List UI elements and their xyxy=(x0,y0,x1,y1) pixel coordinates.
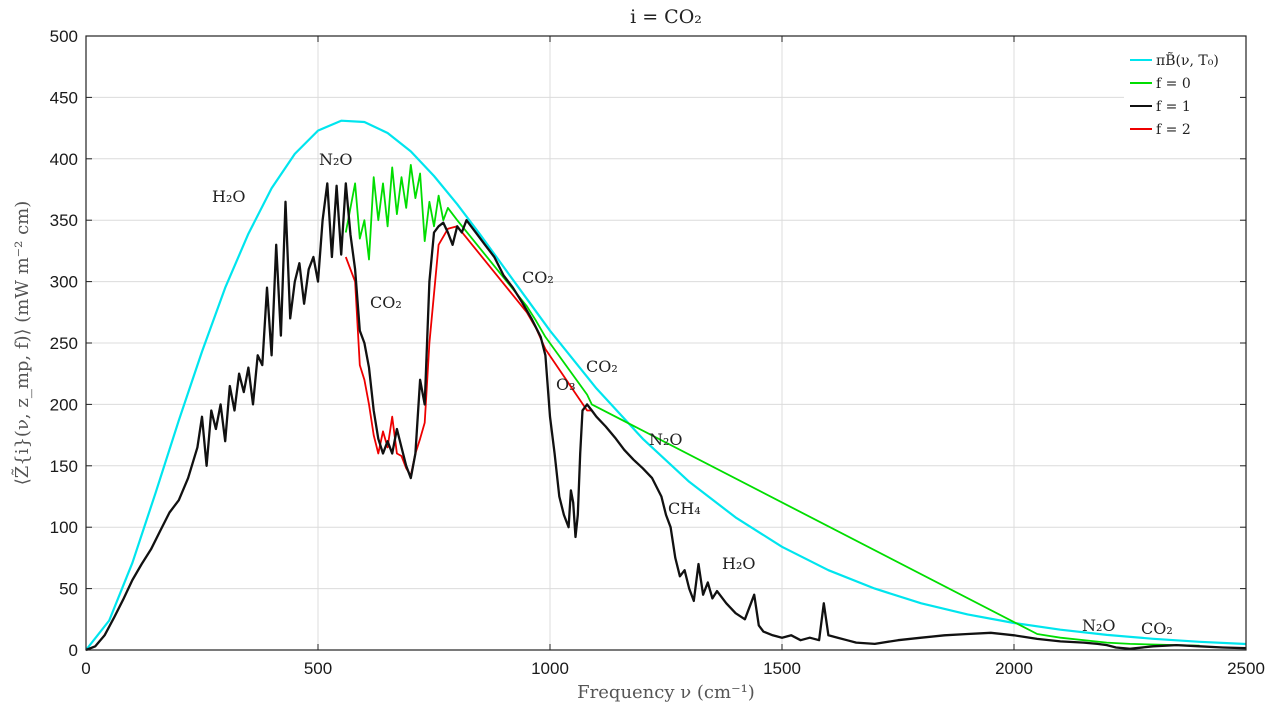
y-tick-label: 200 xyxy=(50,395,78,414)
series-layer xyxy=(85,119,1247,652)
x-tick-label: 2000 xyxy=(995,659,1033,678)
annotation-n2o-1: N₂O xyxy=(319,150,353,169)
series-line-1 xyxy=(344,164,1200,647)
y-tick-label: 50 xyxy=(59,580,78,599)
legend-label-0: πB̃(ν, T₀) xyxy=(1156,51,1219,69)
grid xyxy=(85,35,1247,651)
legend-label-2: f = 1 xyxy=(1156,99,1191,115)
chart-title: i = CO₂ xyxy=(630,6,702,28)
y-tick-label: 150 xyxy=(50,457,78,476)
y-tick-label: 300 xyxy=(50,273,78,292)
y-tick-label: 250 xyxy=(50,334,78,353)
legend: πB̃(ν, T₀) f = 0 f = 1 f = 2 xyxy=(1124,44,1240,140)
series-line-2 xyxy=(85,182,1247,652)
y-tick-label: 100 xyxy=(50,518,78,537)
annotation-o3: O₃ xyxy=(556,375,576,394)
y-tick-label: 500 xyxy=(50,27,78,46)
x-axis-label: Frequency ν (cm⁻¹) xyxy=(577,682,755,703)
y-tick-label: 0 xyxy=(69,641,78,660)
annotations: H₂O N₂O CO₂ CO₂ CO₂ O₃ N₂O CH₄ H₂O N₂O C… xyxy=(212,150,1173,638)
annotation-n2o-3: N₂O xyxy=(1082,616,1116,635)
y-axis-label: ⟨Z̃{i}(ν, z_mp, f)⟩ (mW m⁻² cm) xyxy=(11,201,33,486)
y-tick-label: 450 xyxy=(50,88,78,107)
legend-label-1: f = 0 xyxy=(1156,76,1191,92)
legend-label-3: f = 2 xyxy=(1156,122,1191,138)
annotation-co2-3: CO₂ xyxy=(586,357,618,376)
x-tick-label: 1000 xyxy=(531,659,569,678)
x-tick-label: 2500 xyxy=(1227,659,1265,678)
annotation-h2o-2: H₂O xyxy=(722,554,755,573)
annotation-co2-1: CO₂ xyxy=(370,293,402,312)
y-tick-label: 400 xyxy=(50,150,78,169)
annotation-h2o-1: H₂O xyxy=(212,187,245,206)
series-line-0 xyxy=(85,119,1247,651)
x-tick-label: 1500 xyxy=(763,659,801,678)
x-tick-label: 500 xyxy=(304,659,332,678)
annotation-n2o-2: N₂O xyxy=(649,430,683,449)
annotation-co2-4: CO₂ xyxy=(1141,619,1173,638)
y-tick-label: 350 xyxy=(50,211,78,230)
x-tick-label: 0 xyxy=(81,659,90,678)
annotation-co2-2: CO₂ xyxy=(522,268,554,287)
annotation-ch4: CH₄ xyxy=(668,499,701,518)
ticks: 0 500 1000 1500 2000 2500 0 50 100 150 200 250 300 35… xyxy=(50,27,1265,678)
